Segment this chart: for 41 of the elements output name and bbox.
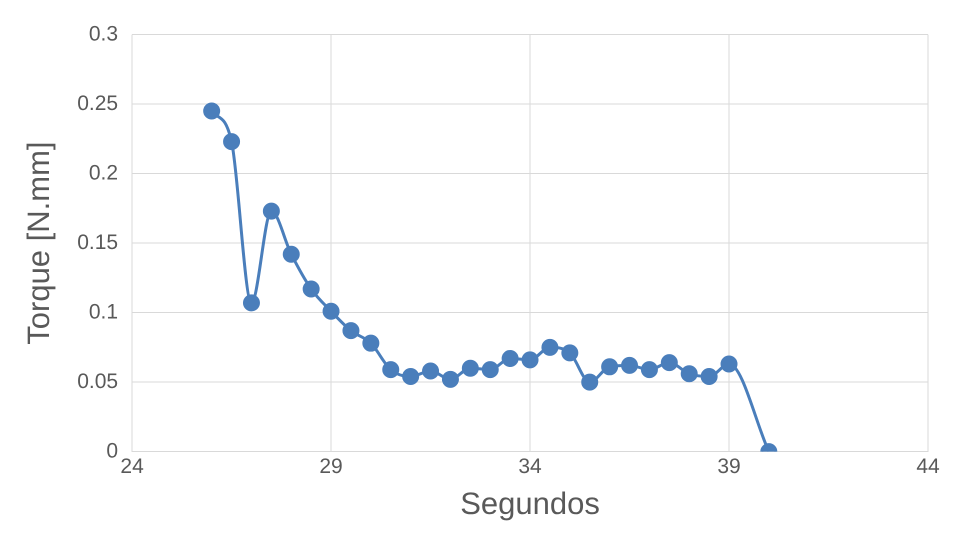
point: [223, 133, 240, 150]
x-axis-title: Segundos: [460, 486, 600, 521]
point: [382, 361, 400, 378]
point: [282, 246, 300, 263]
point: [660, 354, 678, 372]
point: [601, 358, 618, 376]
x-tick-label: 24: [120, 454, 144, 478]
point: [680, 365, 698, 382]
point: [720, 356, 738, 373]
point: [203, 102, 220, 120]
y-tick-label: 0.15: [77, 230, 118, 254]
point: [342, 322, 360, 340]
point: [402, 368, 420, 386]
y-axis-title: Torque [N.mm]: [21, 141, 56, 345]
y-tick-label: 0.25: [77, 92, 118, 115]
point: [502, 350, 519, 367]
y-tick-label: 0.2: [88, 161, 118, 184]
y-tick-label: 0.3: [88, 22, 118, 46]
point: [561, 344, 578, 362]
point: [262, 202, 280, 220]
x-tick-label: 44: [916, 454, 940, 478]
point: [242, 294, 260, 312]
point: [322, 302, 340, 320]
point: [482, 361, 499, 378]
point: [621, 356, 638, 374]
y-tick-label: 0.05: [77, 370, 118, 393]
point: [541, 338, 558, 356]
y-tick-label: 0: [106, 439, 118, 462]
point: [362, 334, 380, 352]
point: [581, 374, 598, 391]
point: [640, 361, 658, 378]
x-tick-label: 39: [717, 454, 741, 478]
point: [462, 360, 479, 377]
point: [422, 362, 440, 380]
point: [302, 280, 320, 298]
point: [700, 368, 718, 386]
point: [522, 351, 539, 368]
point: [442, 370, 459, 388]
x-tick-label: 34: [518, 454, 542, 478]
x-tick-label: 29: [319, 454, 343, 478]
y-tick-label: 0.1: [88, 300, 118, 324]
